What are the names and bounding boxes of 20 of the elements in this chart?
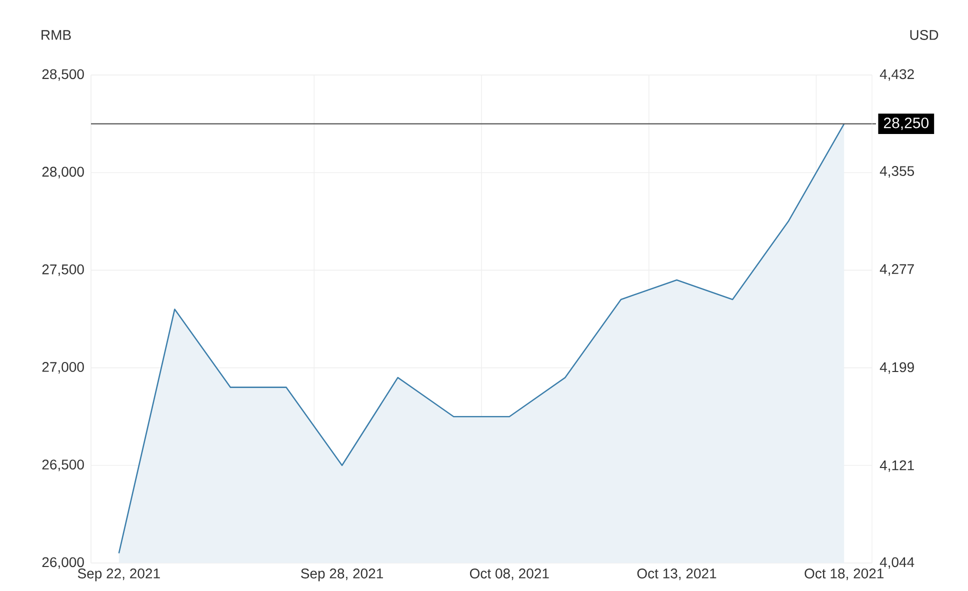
x-tick-label: Oct 18, 2021	[804, 568, 884, 580]
y-tick-label: 26,000	[42, 557, 84, 569]
y2-tick-label: 4,199	[880, 362, 914, 374]
ref-line-label: 28,250	[884, 118, 928, 130]
x-tick-label: Oct 08, 2021	[470, 568, 549, 580]
y-tick-label: 26,500	[42, 460, 84, 472]
y2-tick-label: 4,121	[880, 460, 914, 472]
x-tick-label: Sep 22, 2021	[78, 568, 160, 582]
y-tick-label: 27,500	[42, 264, 84, 276]
y2-tick-label: 4,277	[880, 264, 914, 276]
y-tick-label: 28,000	[42, 166, 84, 178]
y-axis-title: RMB	[42, 30, 71, 40]
x-tick-label: Oct 13, 2021	[637, 568, 716, 580]
y2-axis-title: USD	[910, 30, 938, 40]
y-tick-label: 27,000	[42, 362, 84, 374]
y2-tick-label: 4,432	[880, 69, 914, 81]
x-tick-label: Sep 28, 2021	[301, 568, 383, 582]
y2-tick-label: 4,355	[880, 166, 914, 178]
y2-tick-label: 4,044	[880, 557, 914, 569]
y-tick-label: 28,500	[42, 69, 84, 81]
